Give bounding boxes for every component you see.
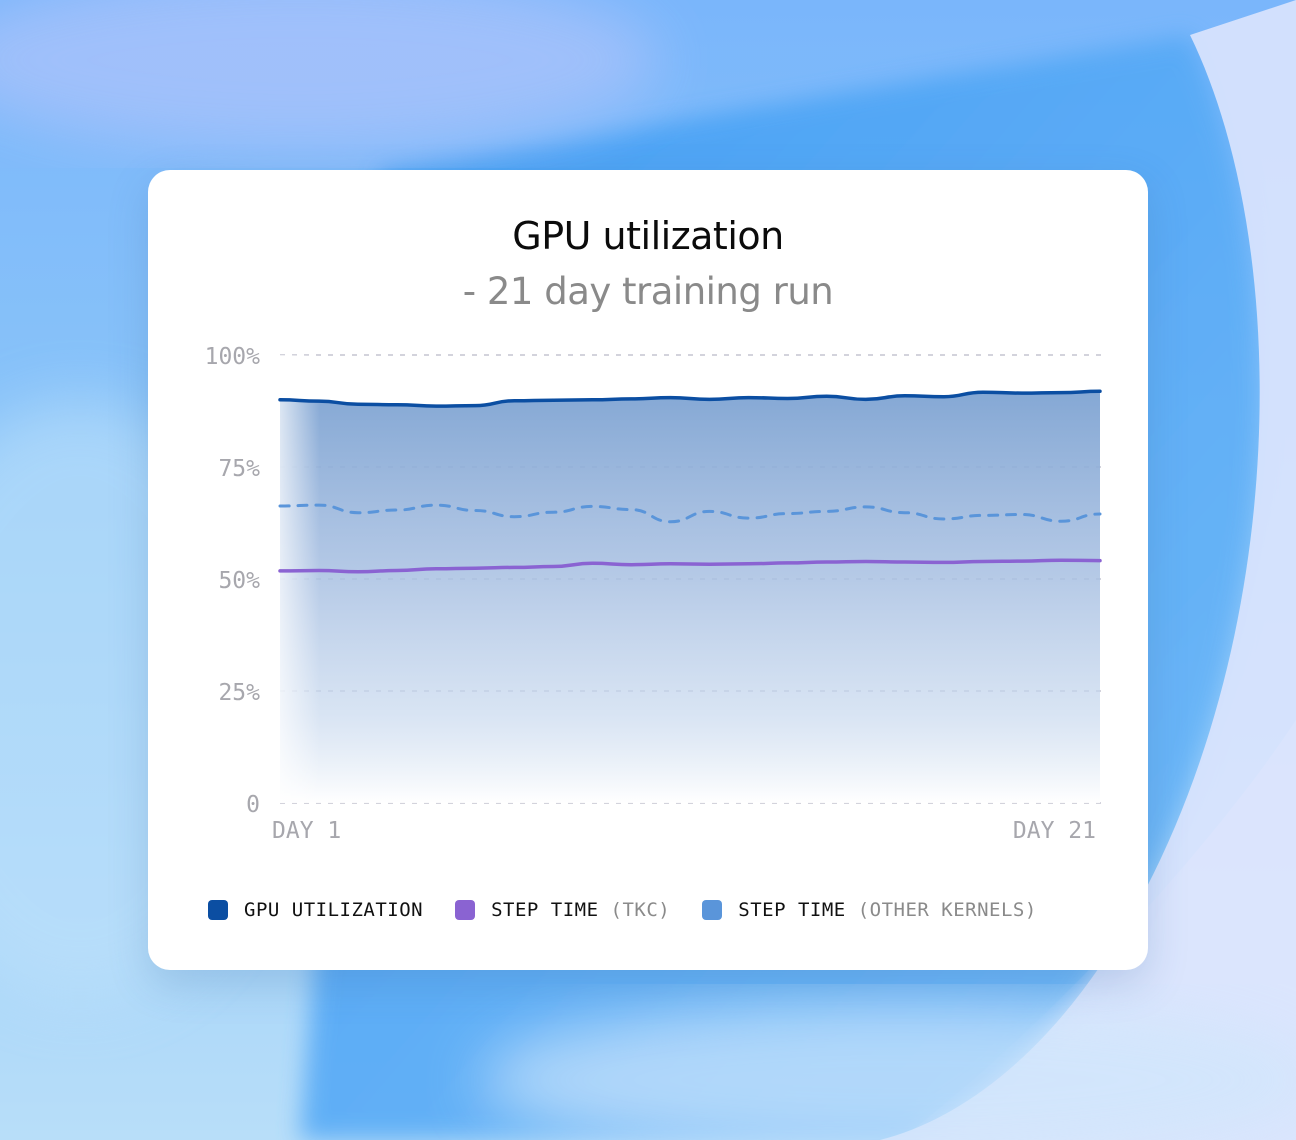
legend-swatch-gpu-utilization [208,900,228,920]
area-gpu-utilization [280,391,1100,803]
x-tick-label: DAY 21 [1013,818,1096,844]
legend-item-step-time-tkc: STEP TIME (TKC) [455,899,670,921]
y-tick-label: 0 [246,792,260,818]
legend-swatch-step-time-tkc [455,900,476,920]
legend-swatch-step-time-other-kernels [702,900,723,920]
y-tick-label: 25% [218,680,260,706]
series-line-step-time-other-kernels [278,503,1102,524]
legend-item-gpu-utilization: GPU UTILIZATION [208,899,423,921]
y-tick-label: 50% [218,568,260,594]
y-tick-label: 100% [205,344,261,370]
series-line-step-time-tkc [278,558,1102,574]
chart-subtitle: - 21 day training run [462,270,834,313]
x-tick-label: DAY 1 [272,818,341,844]
legend-label-step-time-other-kernels: STEP TIME [738,899,846,921]
chart-legend: GPU UTILIZATION STEP TIME (TKC) STEP TIM… [208,897,1069,923]
legend-sublabel-step-time-other-kernels: (OTHER KERNELS) [857,899,1037,921]
legend-label-gpu-utilization: GPU UTILIZATION [244,899,424,921]
area-fade-left [280,355,320,803]
chart-title: GPU utilization [512,214,784,258]
series-line-gpu-utilization [278,389,1102,408]
legend-item-step-time-other-kernels: STEP TIME (OTHER KERNELS) [702,899,1037,921]
legend-label-step-time-tkc: STEP TIME [491,899,599,921]
y-tick-label: 75% [218,456,260,482]
legend-sublabel-step-time-tkc: (TKC) [610,899,671,921]
